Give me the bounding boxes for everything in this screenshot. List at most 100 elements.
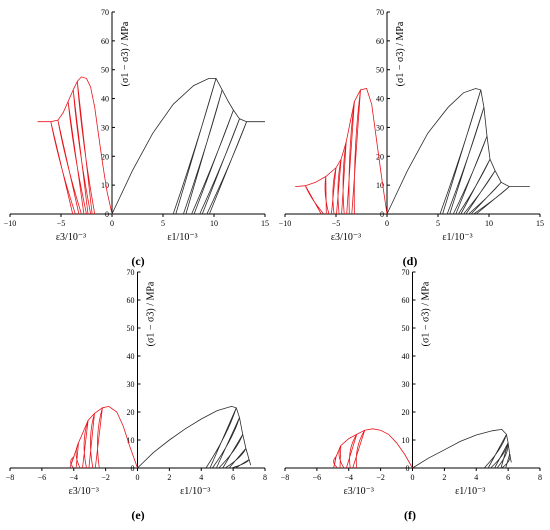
lateral-unload-loop [94,407,103,469]
y-tick-label: 50 [402,324,410,333]
x-tick-label: 4 [474,473,478,482]
axial-unload-loop [483,434,507,469]
y-tick-label: 0 [105,210,109,219]
axial-unload-loop [231,459,250,469]
x-tick-label: 10 [485,219,493,228]
lateral-unload-loop [50,121,76,215]
lateral-unload-loop [333,455,338,469]
lateral-unload-loop [69,455,75,469]
lateral-unload-loop [57,120,82,215]
x-tick-label: −8 [6,473,15,482]
y-tick-label: 60 [101,37,109,46]
x-axis-label-axial: ε1/10⁻³ [442,232,472,243]
axial-unload-loop [501,452,511,469]
y-axis-label: (σ1 − σ3) / MPa [395,21,406,86]
x-axis-label-lateral: ε3/10⁻³ [344,486,374,497]
x-tick-label: −10 [279,219,292,228]
y-tick-label: 70 [402,268,410,277]
y-tick-label: 10 [402,436,410,445]
x-tick-label: −6 [313,473,322,482]
x-tick-label: −4 [69,473,78,482]
x-tick-label: 2 [167,473,171,482]
x-tick-label: 6 [506,473,510,482]
y-tick-label: 10 [101,181,109,190]
x-tick-label: 5 [161,219,165,228]
axial-unload-loop [205,407,237,469]
x-tick-label: 15 [261,219,269,228]
axial-unload-loop [191,109,234,215]
axial-unload-loop [458,159,491,215]
lateral-unload-loop [82,420,89,469]
x-tick-label: 15 [536,219,544,228]
y-tick-label: 30 [402,380,410,389]
x-tick-label: −4 [344,473,353,482]
lateral-envelope-line [295,88,388,215]
lateral-unload-loop [352,429,366,469]
panel-label: (f) [404,508,416,522]
lateral-envelope-line [37,76,113,215]
lateral-unload-loop [346,434,358,469]
y-tick-label: 40 [101,95,109,104]
axial-unload-loop [496,442,509,469]
y-tick-label: 20 [127,408,135,417]
y-tick-label: 70 [376,8,384,17]
chart-panel-1: −10 −5 0 5 10 15 0 10 20 30 40 50 60 70 (σ1 − σ3) / MP… [4,8,269,268]
axial-envelope-line [111,78,265,215]
x-tick-label: −5 [57,219,66,228]
x-axis-label-lateral: ε3/10⁻³ [56,232,86,243]
x-axis-label-axial: ε1/10⁻³ [180,486,210,497]
axial-unload-loop [183,89,223,215]
x-tick-label: 0 [411,473,415,482]
x-tick-label: 2 [442,473,446,482]
y-axis-label: (σ1 − σ3) / MPa [120,21,131,86]
lateral-unload-loop [305,185,325,215]
y-tick-label: 50 [101,66,109,75]
panel-label: (e) [131,508,144,522]
lateral-unload-loop [324,176,330,215]
x-tick-label: −5 [332,219,341,228]
x-tick-label: −6 [38,473,47,482]
x-axis-label-axial: ε1/10⁻³ [455,486,485,497]
lateral-unload-loop [88,413,95,469]
lateral-unload-loop [67,101,87,215]
y-axis-label: (σ1 − σ3) / MPa [421,281,432,346]
axial-unload-loop [468,182,502,215]
x-tick-label: 0 [385,219,389,228]
chart-panel-4: −8 −6 −4 −2 0 2 4 6 8 0 10 20 30 40 50 60 70 (σ1 − σ3) / … [281,268,542,522]
y-tick-label: 40 [376,95,384,104]
axial-unload-loop [439,89,482,215]
lateral-unload-loop [351,89,361,215]
y-tick-label: 50 [376,66,384,75]
axial-unload-loop [172,78,217,215]
lateral-unload-loop [331,167,337,215]
y-tick-label: 30 [376,123,384,132]
x-tick-label: −8 [281,473,290,482]
x-tick-label: 8 [263,473,267,482]
lateral-unload-loop [346,101,355,215]
y-tick-label: 60 [402,296,410,305]
lateral-unload-loop [75,442,81,469]
y-tick-label: 0 [131,464,135,473]
x-tick-label: 0 [110,219,114,228]
chart-panel-2: −10 −5 0 5 10 15 0 10 20 30 40 50 60 70 (σ1 − σ3) / MP… [279,8,544,268]
y-tick-label: 60 [376,37,384,46]
lateral-unload-loop [72,89,91,215]
axial-envelope-line [386,88,530,215]
axial-unload-loop [199,118,240,215]
y-tick-label: 70 [127,268,135,277]
x-tick-label: −10 [4,219,17,228]
y-tick-label: 20 [402,408,410,417]
axial-unload-loop [206,121,247,215]
x-axis-label-lateral: ε3/10⁻³ [331,232,361,243]
lateral-unload-loop [336,159,342,215]
x-tick-label: 5 [436,219,440,228]
x-axis-label-lateral: ε3/10⁻³ [69,486,99,497]
axial-unload-loop [463,170,496,215]
lateral-unload-loop [76,81,96,215]
x-tick-label: 10 [210,219,218,228]
y-tick-label: 30 [101,123,109,132]
y-tick-label: 30 [127,380,135,389]
y-tick-label: 50 [127,324,135,333]
y-tick-label: 60 [127,296,135,305]
y-tick-label: 0 [380,210,384,219]
